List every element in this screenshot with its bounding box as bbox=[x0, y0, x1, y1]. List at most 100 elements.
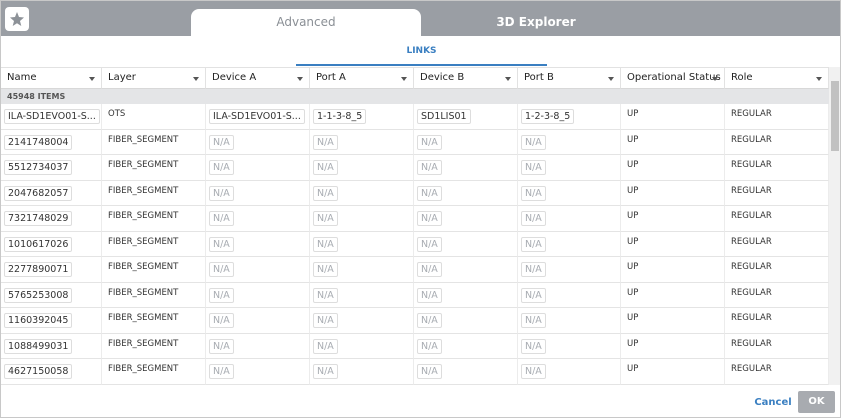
column-title: Port A bbox=[316, 72, 346, 83]
cell-text: OTS bbox=[108, 109, 126, 119]
column-header[interactable]: Name bbox=[1, 67, 102, 89]
table-cell: REGULAR bbox=[725, 206, 829, 232]
cell-chip: N/A bbox=[521, 262, 546, 277]
column-header[interactable]: Operational Status bbox=[621, 67, 725, 89]
cell-text: FIBER_SEGMENT bbox=[108, 364, 179, 374]
table-cell: REGULAR bbox=[725, 308, 829, 334]
cell-text: UP bbox=[627, 236, 639, 247]
sort-arrow bbox=[401, 77, 407, 81]
cell-chip: N/A bbox=[521, 211, 546, 226]
table-cell: UP bbox=[621, 104, 725, 130]
cell-text: UP bbox=[627, 262, 639, 272]
column-header[interactable]: Layer bbox=[102, 67, 206, 89]
cell-text: REGULAR bbox=[731, 185, 772, 196]
table-cell: N/A bbox=[518, 206, 621, 232]
table-cell: UP bbox=[621, 206, 725, 232]
table-cell: SD1LIS01 bbox=[414, 104, 518, 130]
table-cell: N/A bbox=[518, 129, 621, 155]
table-cell: N/A bbox=[518, 231, 621, 257]
star-icon bbox=[10, 12, 24, 26]
table-cell: N/A bbox=[414, 180, 518, 206]
table-cell: 1088499031 bbox=[1, 333, 102, 359]
cell-text: UP bbox=[627, 364, 639, 374]
scroll-thumb[interactable] bbox=[831, 81, 839, 151]
cell-chip: 2277890071 bbox=[4, 262, 73, 277]
cell-chip: 1-2-3-8_5 bbox=[521, 109, 575, 124]
cell-chip: 5765253008 bbox=[4, 287, 73, 303]
table-cell: N/A bbox=[414, 155, 518, 181]
table-cell: N/A bbox=[206, 155, 310, 181]
cell-chip: N/A bbox=[417, 313, 442, 328]
cell-chip: N/A bbox=[313, 287, 338, 303]
column-header[interactable]: Role bbox=[725, 67, 829, 89]
cell-text: FIBER_SEGMENT bbox=[108, 262, 179, 272]
table-cell: REGULAR bbox=[725, 231, 829, 257]
cell-chip: N/A bbox=[521, 287, 546, 303]
cell-chip: 7321748029 bbox=[4, 211, 73, 226]
cell-chip: N/A bbox=[313, 313, 338, 328]
cell-text: REGULAR bbox=[731, 313, 772, 323]
table-cell: 7321748029 bbox=[1, 206, 102, 232]
table-cell: 2141748004 bbox=[1, 129, 102, 155]
cell-text: FIBER_SEGMENT bbox=[108, 134, 179, 145]
column-title: Name bbox=[7, 72, 37, 83]
ok-button[interactable]: OK bbox=[798, 391, 835, 413]
table-cell: N/A bbox=[518, 180, 621, 206]
cell-text: REGULAR bbox=[731, 160, 772, 170]
column-header[interactable]: Port A bbox=[310, 67, 414, 89]
cell-text: UP bbox=[627, 313, 639, 323]
table-cell: N/A bbox=[206, 129, 310, 155]
cell-text: REGULAR bbox=[731, 364, 772, 374]
column-header[interactable]: Port B bbox=[518, 67, 621, 89]
cell-text: FIBER_SEGMENT bbox=[108, 211, 179, 221]
cell-chip: ILA-SD1EVO01-S... bbox=[209, 109, 305, 124]
table-cell: FIBER_SEGMENT bbox=[102, 155, 206, 181]
tab[interactable]: 3D Explorer bbox=[496, 15, 576, 29]
cell-chip: N/A bbox=[417, 134, 442, 150]
table-cell: N/A bbox=[414, 333, 518, 359]
cell-chip: N/A bbox=[313, 134, 338, 150]
cell-chip: 1010617026 bbox=[4, 236, 73, 252]
table-cell: N/A bbox=[310, 231, 414, 257]
subtab[interactable]: LINKS bbox=[296, 41, 547, 66]
table-cell: UP bbox=[621, 282, 725, 308]
cell-chip: 2047682057 bbox=[4, 185, 73, 201]
sort-arrow bbox=[608, 77, 614, 81]
cell-chip: N/A bbox=[417, 185, 442, 201]
cell-text: REGULAR bbox=[731, 211, 772, 221]
table-cell: N/A bbox=[206, 180, 310, 206]
cell-chip: N/A bbox=[313, 160, 338, 175]
cell-chip: N/A bbox=[521, 236, 546, 252]
table-cell: N/A bbox=[310, 333, 414, 359]
column-header[interactable]: Device B bbox=[414, 67, 518, 89]
favorite-button[interactable] bbox=[5, 7, 29, 31]
table-cell: N/A bbox=[206, 359, 310, 385]
table-cell: REGULAR bbox=[725, 359, 829, 385]
table-cell: N/A bbox=[310, 155, 414, 181]
table-cell: N/A bbox=[414, 359, 518, 385]
cell-chip: 4627150058 bbox=[4, 364, 73, 379]
tab[interactable]: Advanced bbox=[191, 9, 421, 36]
column-header[interactable]: Device A bbox=[206, 67, 310, 89]
table-cell: N/A bbox=[310, 308, 414, 334]
table-cell: N/A bbox=[414, 206, 518, 232]
table-cell: 5512734037 bbox=[1, 155, 102, 181]
cell-chip: 5512734037 bbox=[4, 160, 73, 175]
scrollbar[interactable] bbox=[829, 67, 840, 385]
cell-text: REGULAR bbox=[731, 134, 772, 145]
table-cell: N/A bbox=[414, 257, 518, 283]
cell-text: REGULAR bbox=[731, 236, 772, 247]
cancel-button[interactable]: Cancel bbox=[754, 397, 792, 408]
cell-chip: N/A bbox=[417, 338, 442, 354]
cell-chip: N/A bbox=[521, 364, 546, 379]
cell-chip: N/A bbox=[209, 160, 234, 175]
cell-chip: N/A bbox=[209, 236, 234, 252]
sort-arrow bbox=[816, 77, 822, 81]
table-cell: REGULAR bbox=[725, 155, 829, 181]
cell-chip: N/A bbox=[417, 236, 442, 252]
table-cell: REGULAR bbox=[725, 333, 829, 359]
table-cell: FIBER_SEGMENT bbox=[102, 333, 206, 359]
table-cell: N/A bbox=[310, 206, 414, 232]
table-cell: N/A bbox=[206, 257, 310, 283]
